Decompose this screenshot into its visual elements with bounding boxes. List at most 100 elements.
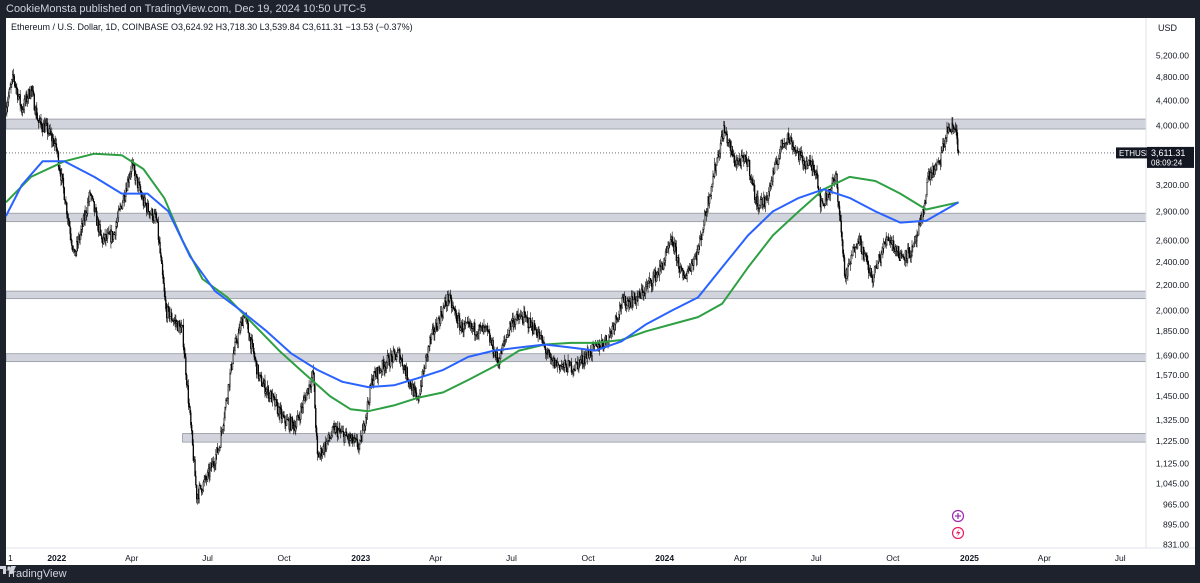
candle — [687, 265, 689, 273]
candle — [549, 349, 551, 358]
candle — [515, 311, 518, 322]
candle — [937, 160, 939, 163]
candle — [564, 359, 567, 366]
candle — [157, 216, 160, 246]
candle — [382, 356, 384, 369]
candle — [478, 324, 480, 341]
candle — [404, 364, 406, 371]
candle — [329, 431, 331, 442]
candle — [450, 289, 452, 299]
candle — [863, 249, 866, 262]
x-tick-label: Apr — [734, 553, 747, 563]
candle — [571, 370, 573, 375]
plus-icon[interactable] — [951, 509, 965, 523]
candle — [925, 194, 927, 205]
candle — [873, 274, 875, 287]
candle — [557, 361, 559, 366]
candle — [534, 319, 536, 331]
candle — [898, 246, 900, 259]
candle — [275, 393, 278, 407]
candle — [255, 356, 257, 367]
candle — [137, 178, 140, 194]
candle — [521, 311, 523, 326]
candle — [15, 83, 17, 95]
candle — [330, 430, 333, 440]
candle — [693, 256, 695, 271]
candle — [849, 261, 852, 271]
candle — [503, 336, 505, 347]
candle — [414, 381, 416, 397]
candle — [699, 235, 701, 250]
candle — [388, 352, 390, 366]
candle — [118, 207, 120, 211]
candle — [302, 395, 304, 414]
candle — [749, 175, 752, 184]
candle — [705, 208, 707, 222]
candle — [49, 123, 51, 136]
candle — [893, 235, 895, 254]
candle — [295, 415, 298, 430]
candle — [715, 164, 717, 176]
price-axis-bg[interactable] — [1146, 18, 1195, 565]
candles-layer — [6, 68, 960, 505]
candle — [639, 288, 641, 299]
ma-layer — [6, 152, 960, 413]
lightning-icon[interactable] — [951, 526, 965, 540]
candle — [694, 253, 696, 260]
candle — [145, 202, 147, 207]
candle — [310, 371, 313, 394]
candle — [720, 130, 722, 146]
candle — [808, 159, 810, 167]
candle — [484, 326, 486, 333]
candle — [600, 334, 603, 349]
candle — [816, 165, 818, 179]
candle — [711, 183, 713, 192]
candle — [84, 205, 86, 226]
candle — [679, 262, 682, 274]
candle — [61, 173, 64, 184]
candle — [791, 137, 793, 151]
x-tick-label: Apr — [429, 553, 442, 563]
candle — [64, 199, 66, 205]
y-tick-label: 831.00 — [1163, 539, 1189, 549]
candle — [236, 335, 238, 345]
candle — [713, 173, 715, 178]
candle — [716, 157, 718, 166]
candle — [792, 142, 794, 155]
x-tick-label: Apr — [125, 553, 138, 563]
candle — [214, 457, 216, 471]
chart-area[interactable]: USD Ethereum / U.S. Dollar, 1D, COINBASE… — [6, 18, 1195, 565]
candle — [723, 121, 726, 134]
candle — [661, 261, 663, 271]
candle — [325, 438, 328, 453]
candle — [159, 237, 161, 255]
candle — [22, 103, 25, 113]
candle — [461, 319, 463, 333]
candle — [653, 269, 655, 283]
x-tick-label: Jul — [811, 553, 822, 563]
candle — [581, 350, 583, 369]
candle — [53, 139, 55, 151]
candle — [908, 246, 911, 259]
candle — [340, 425, 343, 434]
candle — [168, 306, 170, 322]
candle — [813, 164, 816, 177]
y-tick-label: 1,570.00 — [1156, 370, 1189, 380]
candle — [300, 403, 302, 424]
candle — [825, 188, 827, 205]
price-chart[interactable]: USD Ethereum / U.S. Dollar, 1D, COINBASE… — [6, 18, 1195, 565]
candle — [413, 382, 415, 397]
candle — [617, 317, 619, 323]
candle — [660, 261, 663, 274]
candle — [365, 413, 368, 424]
candle — [793, 146, 796, 154]
candle — [625, 303, 628, 313]
candle — [772, 167, 774, 187]
y-tick-label: 4,800.00 — [1156, 72, 1189, 82]
candle — [877, 260, 879, 270]
candle — [457, 312, 459, 328]
candle — [66, 201, 68, 219]
candle — [838, 201, 840, 210]
candle — [544, 345, 547, 359]
candle — [139, 181, 141, 194]
